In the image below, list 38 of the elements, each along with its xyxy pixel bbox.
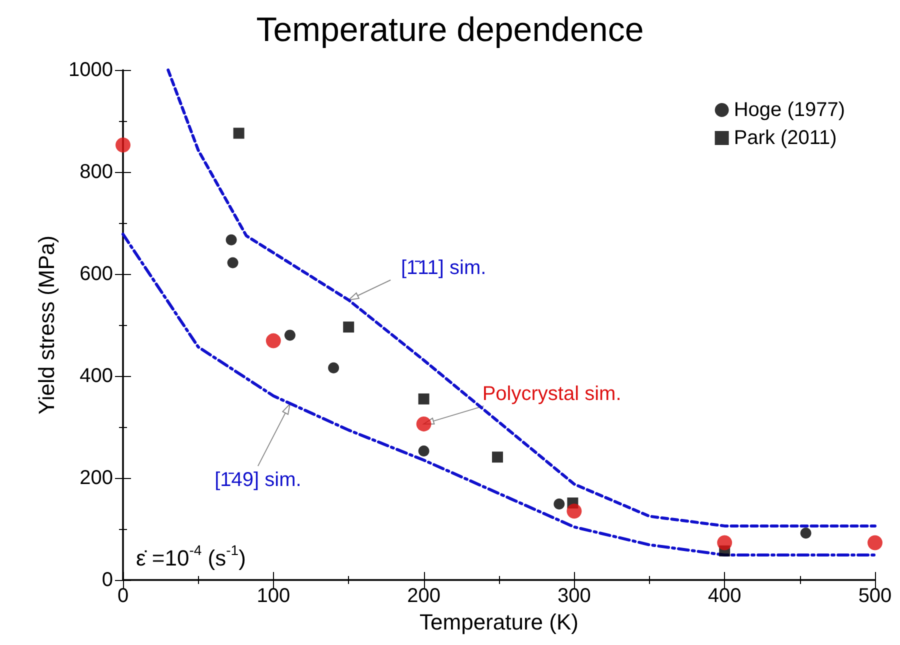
point: [554, 498, 565, 510]
point: [227, 257, 238, 268]
point: [284, 330, 296, 341]
point: [717, 535, 732, 550]
point: [343, 322, 354, 333]
point: [566, 504, 582, 519]
point: [233, 128, 244, 139]
line-series: [166, 68, 876, 528]
annotation: Polycrystal sim.: [482, 382, 622, 405]
x-tick-label: 300: [558, 585, 591, 607]
y-tick-label: 0: [102, 569, 113, 591]
point: [418, 393, 430, 404]
y-tick-label: 1000: [68, 59, 113, 81]
x-tick-label: 500: [858, 585, 892, 607]
point: [266, 333, 281, 348]
point: [868, 535, 882, 550]
point: [226, 234, 237, 246]
point: [800, 528, 812, 539]
y-axis-title: Yield stress (MPa): [34, 236, 60, 414]
chart-title: Temperature dependence: [256, 11, 644, 49]
annotation: [1̄11] sim.: [400, 257, 486, 280]
x-axis-title: Temperature (K): [420, 609, 578, 634]
point: [116, 137, 130, 152]
point: [416, 416, 432, 432]
point: [418, 445, 430, 456]
y-tick-label: 200: [80, 467, 113, 489]
legend-label: Hoge (1977): [734, 99, 846, 121]
x-tick-label: 200: [407, 585, 440, 607]
y-tick-label: 400: [80, 365, 113, 387]
x-tick-label: 400: [708, 585, 742, 607]
x-tick-label: 0: [117, 585, 129, 607]
legend-label: Park (2011): [734, 127, 837, 149]
y-tick-label: 600: [80, 263, 113, 285]
x-tick-label: 100: [256, 585, 290, 607]
point: [492, 452, 503, 463]
y-tick-label: 800: [80, 161, 113, 183]
annotation: [1̄49] sim.: [214, 469, 302, 492]
point: [328, 362, 340, 374]
